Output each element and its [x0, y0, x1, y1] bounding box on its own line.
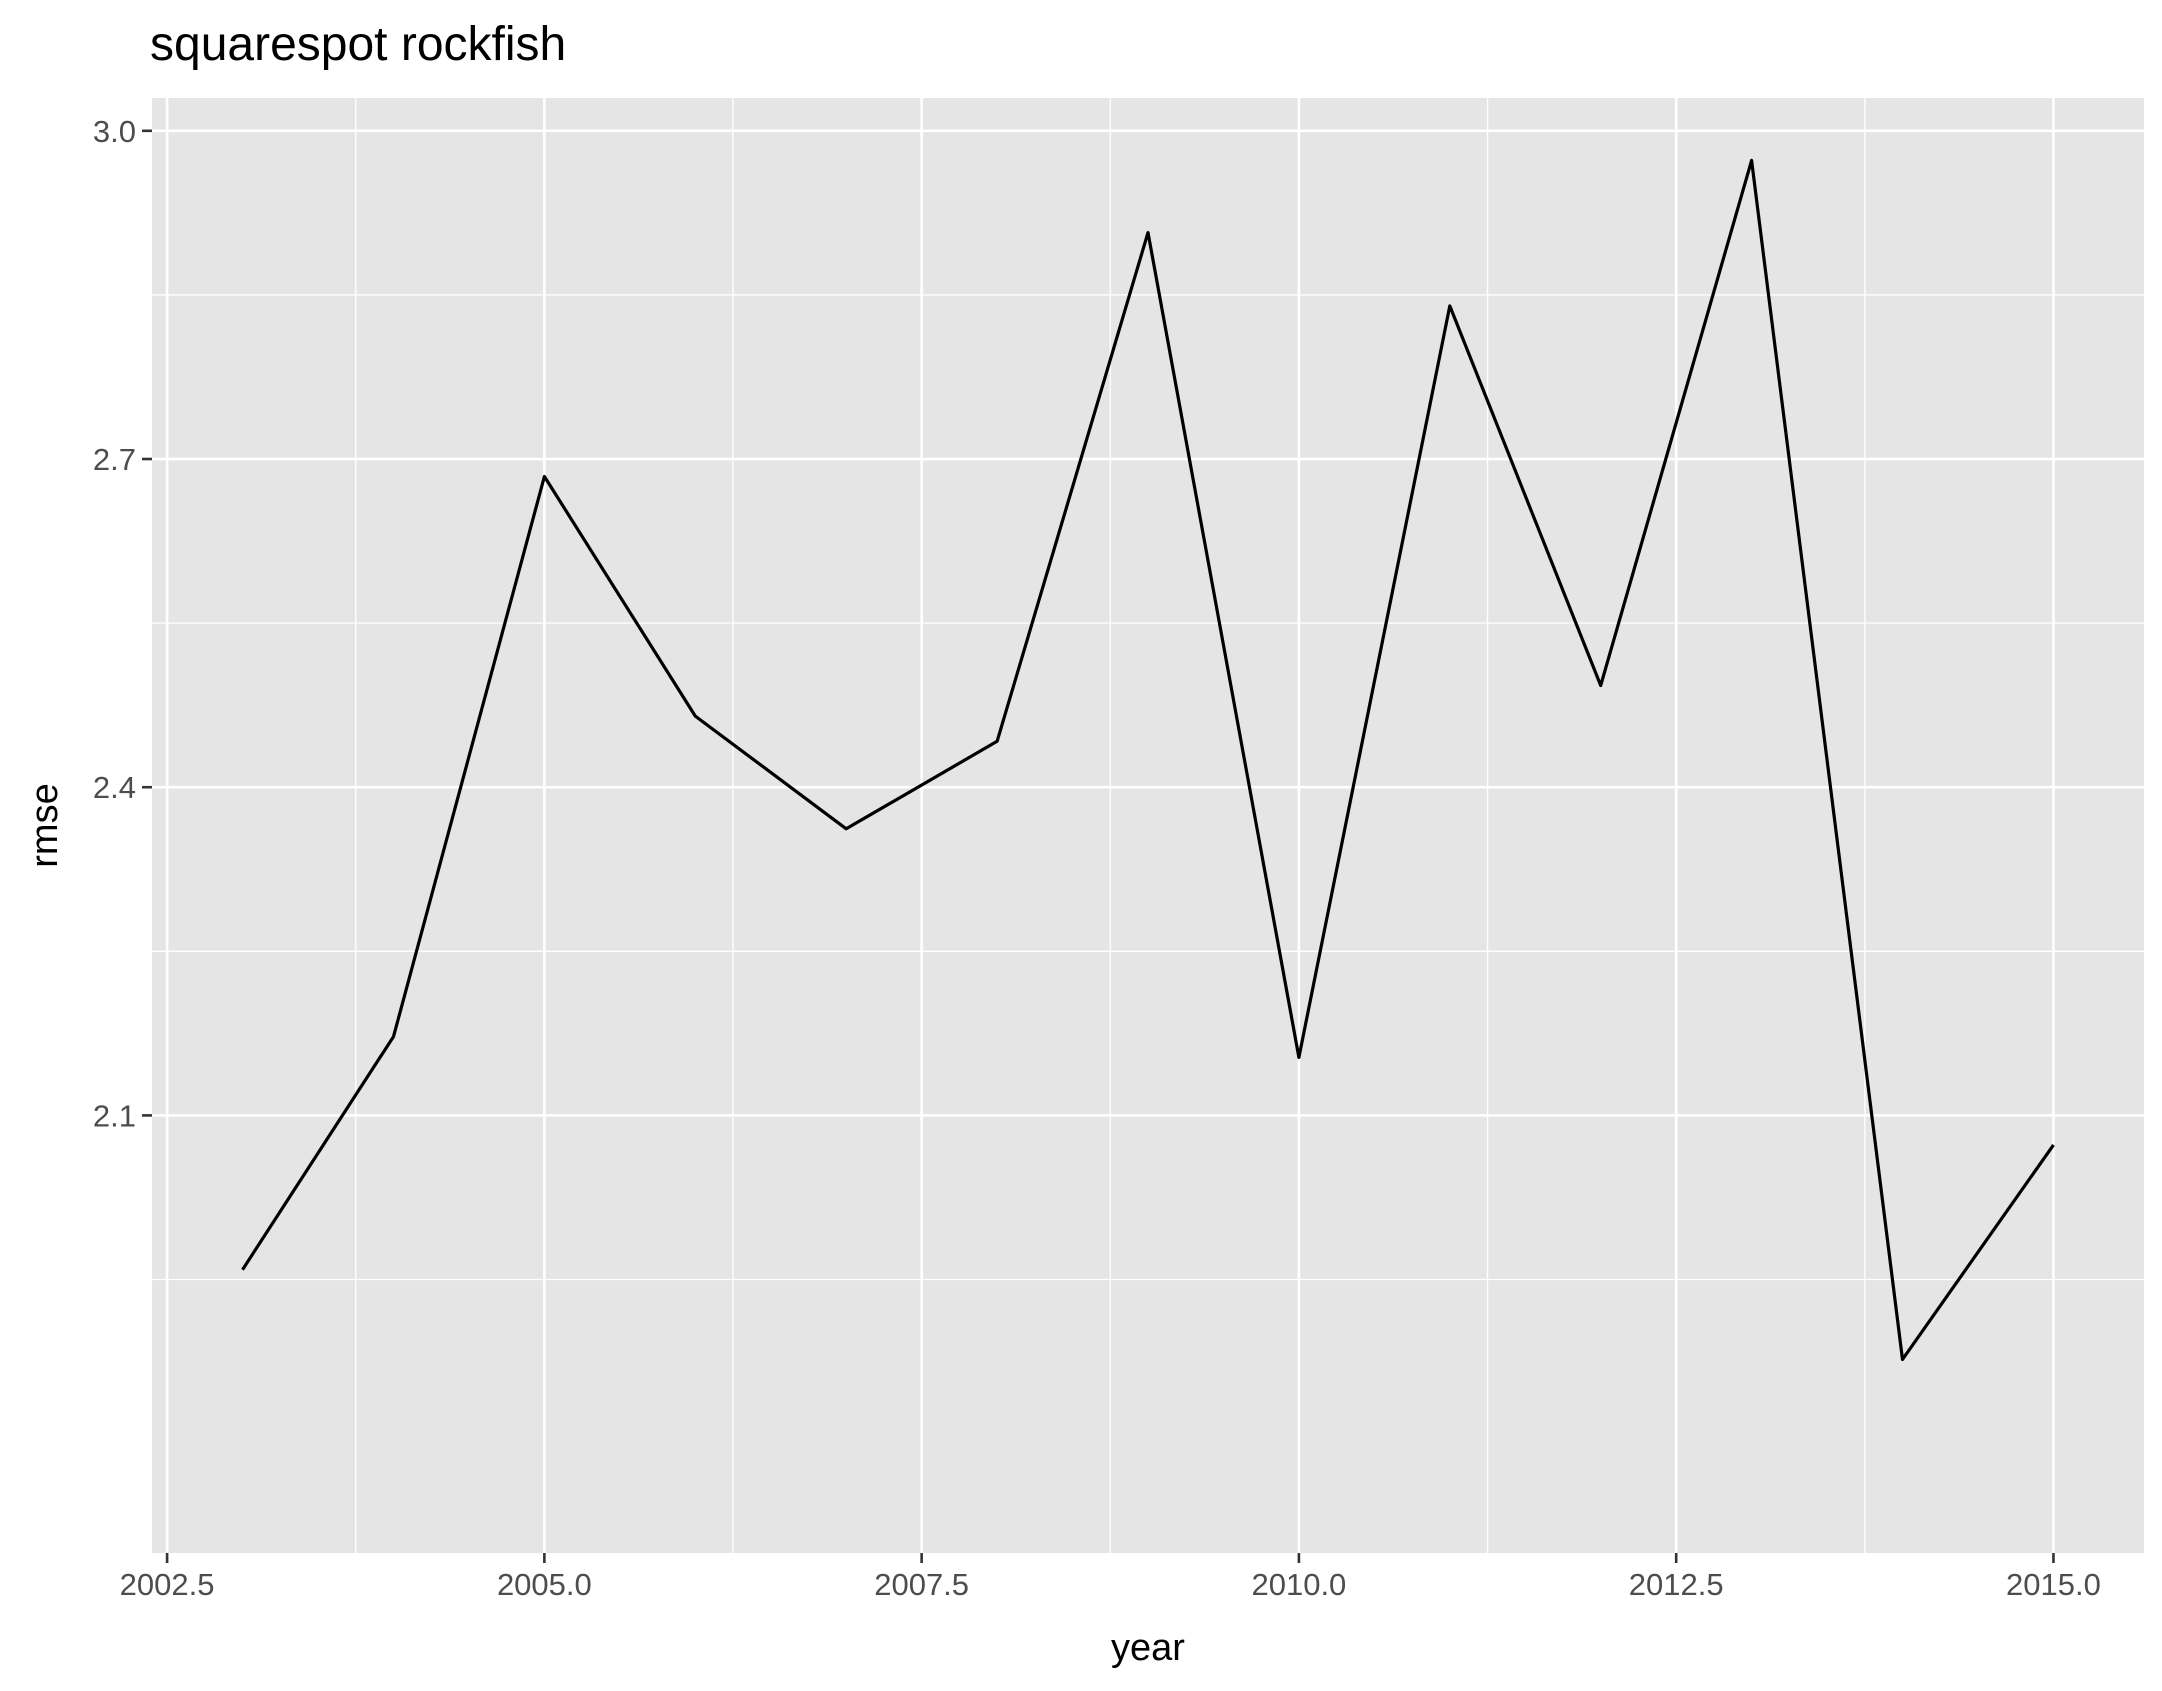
y-tick-label: 2.7: [93, 442, 136, 477]
x-tick-label: 2005.0: [497, 1567, 592, 1602]
plot-panel: [152, 98, 2144, 1553]
x-tick-label: 2002.5: [120, 1567, 215, 1602]
y-tick-label: 3.0: [93, 114, 136, 149]
y-axis-title: rmse: [24, 783, 66, 867]
x-axis-title: year: [1111, 1627, 1185, 1669]
x-axis: 2002.5 2005.0 2007.5 2010.0 2012.5 2015.0: [120, 1553, 2101, 1602]
x-tick-label: 2010.0: [1251, 1567, 1346, 1602]
series-layer: [241, 158, 2055, 1362]
x-tick-label: 2012.5: [1629, 1567, 1724, 1602]
y-tick-label: 2.1: [93, 1098, 136, 1133]
series-line: [241, 158, 2055, 1362]
x-tick-label: 2015.0: [2006, 1567, 2101, 1602]
y-axis: 2.1 2.4 2.7 3.0: [93, 114, 152, 1133]
x-tick-label: 2007.5: [874, 1567, 969, 1602]
chart-title: squarespot rockfish: [150, 18, 566, 71]
grid-lines: [152, 98, 2144, 1553]
y-tick-label: 2.4: [93, 770, 136, 805]
